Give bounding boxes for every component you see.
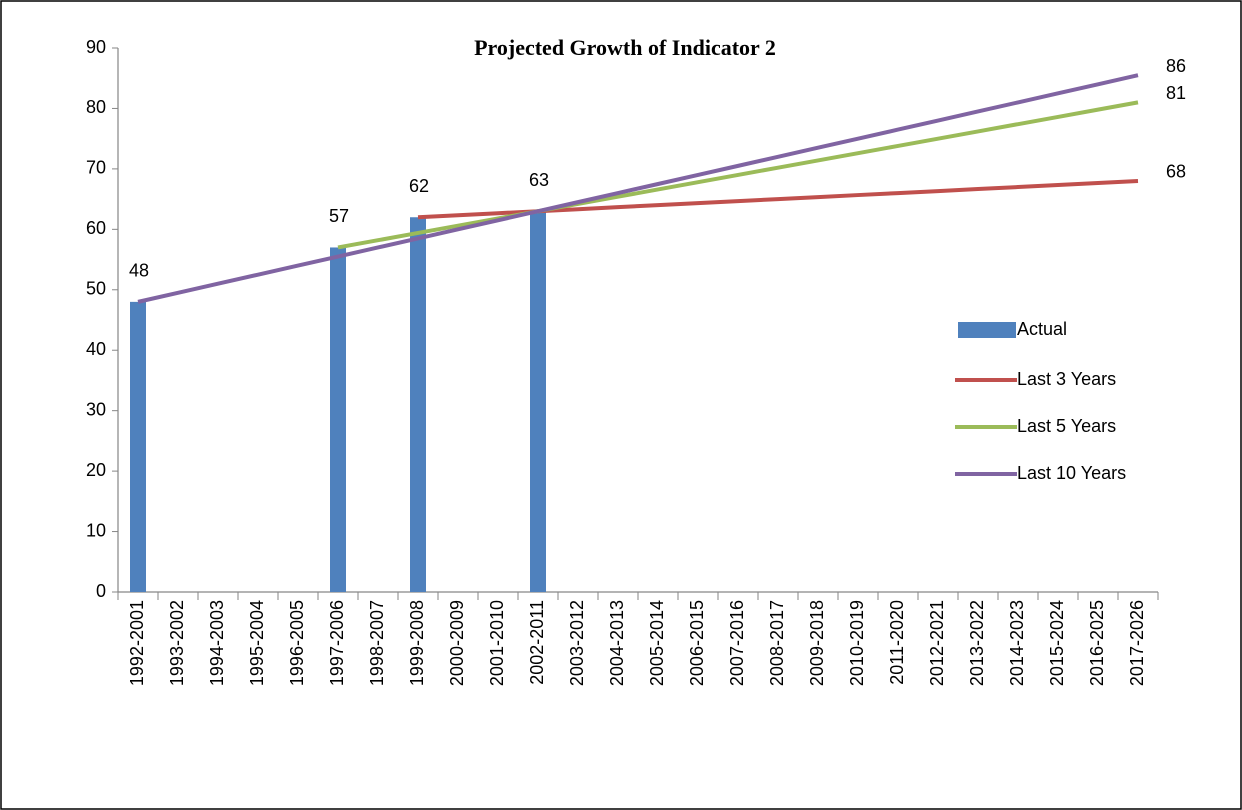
x-tick-label: 1998-2007 [367,600,387,686]
data-label: 63 [529,170,549,190]
legend-label: Last 10 Years [1017,463,1126,483]
y-tick-label: 30 [86,399,106,419]
data-label: 81 [1166,83,1186,103]
x-tick-label: 2004-2013 [607,600,627,686]
x-tick-label: 2001-2010 [487,600,507,686]
x-tick-label: 2007-2016 [727,600,747,686]
y-tick-label: 20 [86,460,106,480]
data-label: 57 [329,206,349,226]
bar [330,247,346,592]
y-tick-label: 50 [86,279,106,299]
x-tick-label: 1994-2003 [207,600,227,686]
data-label: 68 [1166,162,1186,182]
legend-label: Actual [1017,319,1067,339]
y-tick-label: 90 [86,37,106,57]
x-tick-label: 1995-2004 [247,600,267,686]
x-tick-label: 1999-2008 [407,600,427,686]
y-tick-label: 80 [86,97,106,117]
legend-swatch [958,322,1016,338]
x-tick-label: 2008-2017 [767,600,787,686]
bar [130,301,146,592]
x-tick-label: 2000-2009 [447,600,467,686]
legend-label: Last 3 Years [1017,369,1116,389]
x-tick-label: 2006-2015 [687,600,707,686]
x-tick-label: 1996-2005 [287,600,307,686]
x-tick-label: 1997-2006 [327,600,347,686]
x-tick-label: 2002-2011 [527,600,547,685]
y-tick-label: 70 [86,158,106,178]
x-tick-label: 2009-2018 [807,600,827,686]
x-tick-label: 1992-2001 [127,600,147,686]
x-tick-label: 2003-2012 [567,600,587,686]
y-tick-label: 40 [86,339,106,359]
x-tick-label: 2015-2024 [1047,600,1067,686]
bar [410,217,426,592]
data-label: 62 [409,176,429,196]
bar [530,211,546,592]
data-label: 48 [129,261,149,281]
x-tick-label: 2011-2020 [887,600,907,685]
x-tick-label: 2010-2019 [847,600,867,686]
legend-label: Last 5 Years [1017,416,1116,436]
x-tick-label: 2016-2025 [1087,600,1107,686]
data-label: 86 [1166,56,1186,76]
y-tick-label: 10 [86,520,106,540]
x-tick-label: 2017-2026 [1127,600,1147,686]
x-tick-label: 2012-2021 [927,600,947,686]
x-tick-label: 2013-2022 [967,600,987,686]
x-tick-label: 2014-2023 [1007,600,1027,686]
x-tick-label: 1993-2002 [167,600,187,686]
x-tick-label: 2005-2014 [647,600,667,686]
line [137,73,1139,304]
y-tick-label: 0 [96,581,106,601]
y-tick-label: 60 [86,218,106,238]
line [337,100,1139,250]
chart-title: Projected Growth of Indicator 2 [474,35,776,60]
